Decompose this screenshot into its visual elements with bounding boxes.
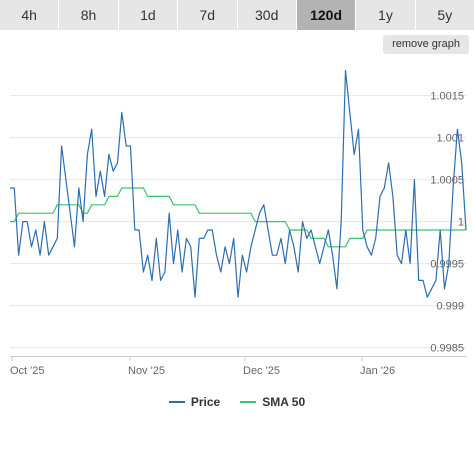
legend-swatch-sma (240, 401, 257, 403)
tab-7d[interactable]: 7d (178, 0, 238, 30)
y-tick-label: 0.9985 (430, 343, 464, 355)
legend-swatch-price (168, 401, 185, 403)
legend-label-price: Price (190, 395, 221, 409)
tab-5y[interactable]: 5y (415, 0, 474, 30)
y-tick-label: 1.001 (436, 133, 464, 145)
legend-item-price[interactable]: Price (168, 395, 221, 409)
x-tick-label: Jan '26 (360, 365, 395, 377)
chart-legend: Price SMA 50 (0, 392, 474, 412)
legend-item-sma[interactable]: SMA 50 (240, 395, 305, 409)
price-series-line (10, 69, 467, 298)
tab-4h[interactable]: 4h (0, 0, 60, 30)
legend-label-sma: SMA 50 (262, 395, 306, 409)
sma-series-line (10, 187, 466, 248)
remove-graph-button[interactable]: remove graph (383, 35, 469, 54)
tab-30d[interactable]: 30d (237, 0, 297, 30)
x-tick-label: Dec '25 (243, 365, 280, 377)
timeframe-tabs: 4h 8h 1d 7d 30d 120d 1y 5y (0, 0, 474, 30)
y-tick-label: 0.9995 (430, 259, 464, 271)
y-tick-label: 1.0005 (430, 175, 464, 187)
tab-8h[interactable]: 8h (59, 0, 119, 30)
tab-1y[interactable]: 1y (356, 0, 416, 30)
y-tick-label: 1 (458, 217, 464, 229)
y-tick-label: 0.999 (436, 301, 464, 313)
price-chart: 0.9985 0.999 0.9995 1 1.0005 1.001 1.0015 Oct '… (10, 69, 467, 377)
tab-1d[interactable]: 1d (118, 0, 179, 30)
x-tick-label: Nov '25 (128, 365, 165, 377)
tab-120d[interactable]: 120d (296, 0, 357, 30)
x-tick-label: Oct '25 (10, 365, 45, 377)
y-tick-label: 1.0015 (430, 91, 464, 103)
